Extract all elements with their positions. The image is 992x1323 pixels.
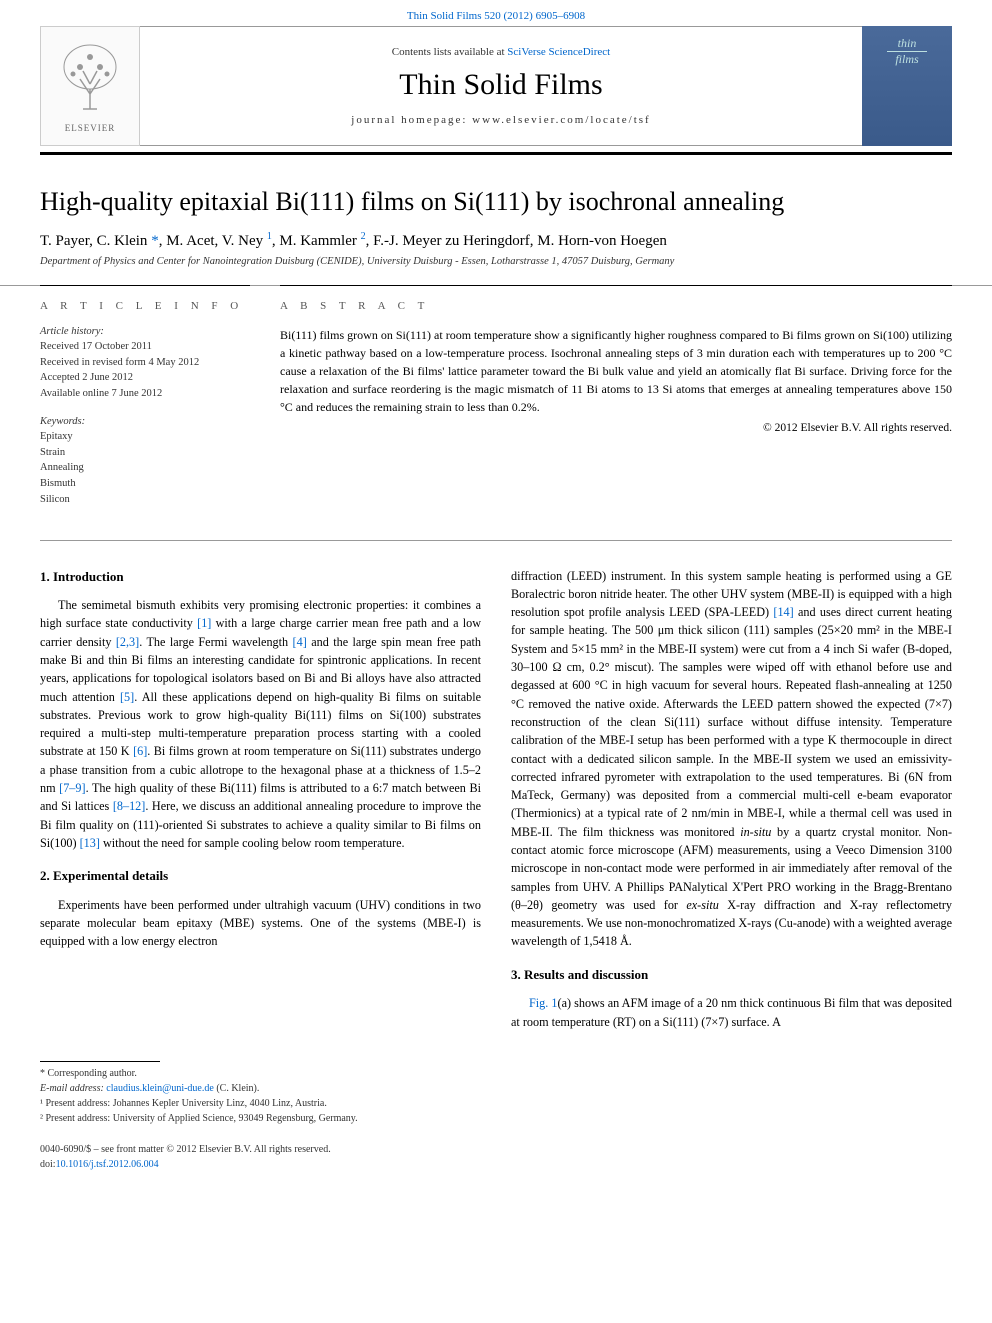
- history-line: Received 17 October 2011: [40, 339, 250, 355]
- footnotes-block: * Corresponding author. E-mail address: …: [0, 1055, 992, 1136]
- article-info-heading: A R T I C L E I N F O: [40, 300, 250, 312]
- keywords-label: Keywords:: [40, 416, 250, 427]
- elsevier-text: ELSEVIER: [65, 123, 116, 133]
- journal-box: Contents lists available at SciVerse Sci…: [140, 26, 862, 146]
- meta-row: A R T I C L E I N F O Article history: R…: [0, 285, 992, 522]
- ref-link[interactable]: [7–9]: [59, 781, 85, 795]
- footnote-1: ¹ Present address: Johannes Kepler Unive…: [40, 1096, 952, 1111]
- ref-link[interactable]: [1]: [197, 616, 211, 630]
- exp-paragraph-col1: Experiments have been performed under ul…: [40, 896, 481, 951]
- affil-sup-1[interactable]: 1: [267, 233, 272, 249]
- abstract-heading: A B S T R A C T: [280, 300, 952, 312]
- corresponding-footnote: * Corresponding author.: [40, 1066, 952, 1081]
- email-footnote: E-mail address: claudius.klein@uni-due.d…: [40, 1081, 952, 1096]
- homepage-line: journal homepage: www.elsevier.com/locat…: [351, 114, 650, 126]
- citation-link[interactable]: Thin Solid Films 520 (2012) 6905–6908: [407, 10, 585, 22]
- footnote-2: ² Present address: University of Applied…: [40, 1111, 952, 1126]
- article-info-block: A R T I C L E I N F O Article history: R…: [40, 285, 250, 522]
- results-paragraph: Fig. 1(a) shows an AFM image of a 20 nm …: [511, 994, 952, 1031]
- fig-link[interactable]: Fig. 1: [529, 996, 558, 1010]
- article-title: High-quality epitaxial Bi(111) films on …: [0, 155, 992, 231]
- keyword: Epitaxy: [40, 429, 250, 445]
- corresponding-mark[interactable]: *: [151, 233, 159, 249]
- keyword: Bismuth: [40, 476, 250, 492]
- history-label: Article history:: [40, 326, 250, 337]
- elsevier-logo: ELSEVIER: [40, 26, 140, 146]
- copyright-line: © 2012 Elsevier B.V. All rights reserved…: [280, 422, 952, 434]
- ref-link[interactable]: [13]: [80, 836, 100, 850]
- ref-link[interactable]: [2,3]: [116, 635, 139, 649]
- abstract-block: A B S T R A C T Bi(111) films grown on S…: [280, 285, 952, 522]
- ref-link[interactable]: [5]: [120, 690, 134, 704]
- ref-link[interactable]: [6]: [133, 744, 147, 758]
- left-column: 1. Introduction The semimetal bismuth ex…: [40, 567, 481, 1045]
- ref-link[interactable]: [14]: [773, 605, 793, 619]
- elsevier-tree-icon: [55, 39, 125, 119]
- history-line: Received in revised form 4 May 2012: [40, 355, 250, 371]
- section-heading-1: 1. Introduction: [40, 567, 481, 587]
- affiliation-line: Department of Physics and Center for Nan…: [0, 256, 992, 285]
- ref-link[interactable]: [8–12]: [113, 799, 146, 813]
- email-link[interactable]: claudius.klein@uni-due.de: [106, 1083, 214, 1094]
- contents-line: Contents lists available at SciVerse Sci…: [392, 46, 610, 58]
- right-column: diffraction (LEED) instrument. In this s…: [511, 567, 952, 1045]
- history-line: Accepted 2 June 2012: [40, 370, 250, 386]
- journal-title: Thin Solid Films: [399, 68, 602, 102]
- scidirect-link[interactable]: SciVerse ScienceDirect: [507, 46, 610, 58]
- front-matter-line: 0040-6090/$ – see front matter © 2012 El…: [40, 1142, 952, 1157]
- citation-line: Thin Solid Films 520 (2012) 6905–6908: [0, 0, 992, 26]
- section-heading-3: 3. Results and discussion: [511, 965, 952, 985]
- ref-link[interactable]: [4]: [293, 635, 307, 649]
- history-line: Available online 7 June 2012: [40, 386, 250, 402]
- authors-line: T. Payer, C. Klein *, M. Acet, V. Ney 1,…: [0, 231, 992, 256]
- doi-link[interactable]: 10.1016/j.tsf.2012.06.004: [56, 1159, 159, 1170]
- intro-paragraph: The semimetal bismuth exhibits very prom…: [40, 596, 481, 852]
- affil-sup-2[interactable]: 2: [361, 233, 366, 249]
- body-columns: 1. Introduction The semimetal bismuth ex…: [0, 541, 992, 1055]
- journal-header-band: ELSEVIER Contents lists available at Sci…: [0, 26, 992, 146]
- keyword: Silicon: [40, 492, 250, 508]
- journal-cover-thumbnail: thin films: [862, 26, 952, 146]
- abstract-text: Bi(111) films grown on Si(111) at room t…: [280, 326, 952, 416]
- keyword: Strain: [40, 445, 250, 461]
- exp-paragraph-col2: diffraction (LEED) instrument. In this s…: [511, 567, 952, 951]
- section-heading-2: 2. Experimental details: [40, 866, 481, 886]
- doi-block: 0040-6090/$ – see front matter © 2012 El…: [0, 1136, 992, 1192]
- keyword: Annealing: [40, 460, 250, 476]
